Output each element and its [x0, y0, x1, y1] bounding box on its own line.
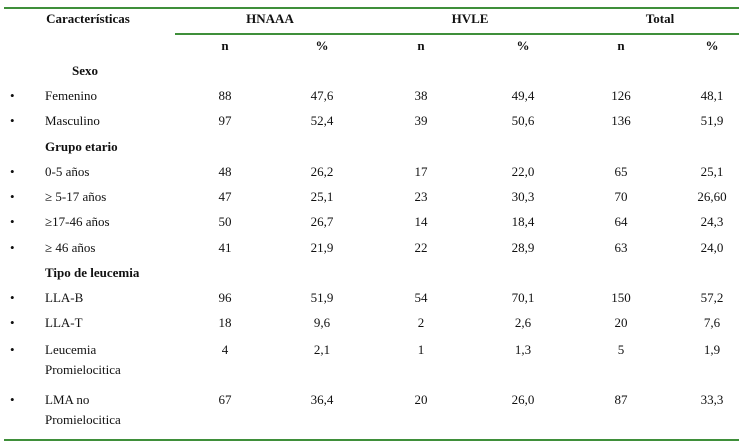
cell-value: 49,4 — [511, 88, 535, 103]
cell-value: 63 — [614, 240, 628, 255]
cell-value: 1,3 — [514, 342, 532, 357]
cell-value: 24,3 — [700, 214, 724, 229]
row-label: ≥ 5-17 años — [45, 189, 107, 204]
bullet: • — [10, 113, 15, 128]
header-sub: n — [617, 38, 625, 53]
section-label: Sexo — [72, 63, 98, 78]
cell-value: 30,3 — [511, 189, 535, 204]
cell-value: 36,4 — [310, 392, 334, 407]
row-label: LLA-T — [45, 315, 83, 330]
cell-value: 18 — [218, 315, 232, 330]
section-label: Tipo de leucemia — [45, 265, 140, 280]
cell-value: 70 — [614, 189, 628, 204]
cell-value: 26,7 — [310, 214, 334, 229]
cell-value: 88 — [218, 88, 232, 103]
cell-value: 65 — [614, 164, 628, 179]
cell-value: 51,9 — [310, 290, 334, 305]
cell-value: 17 — [414, 164, 428, 179]
header-sub: n — [417, 38, 425, 53]
section-label: Grupo etario — [45, 139, 118, 154]
cell-value: 67 — [218, 392, 232, 407]
cell-value: 38 — [414, 88, 428, 103]
header-sub: % — [516, 38, 530, 53]
bullet: • — [10, 290, 15, 305]
cell-value: 47 — [218, 189, 232, 204]
cell-value: 25,1 — [700, 164, 724, 179]
cell-value: 70,1 — [511, 290, 535, 305]
bullet: • — [10, 214, 15, 229]
cell-value: 26,0 — [511, 392, 535, 407]
bottom-rule — [4, 439, 739, 441]
cell-value: 41 — [218, 240, 232, 255]
row-label: Masculino — [45, 113, 100, 128]
row-label: ≥ 46 años — [45, 240, 96, 255]
row-label: Promielocitica — [45, 412, 121, 427]
cell-value: 87 — [614, 392, 628, 407]
cell-value: 48,1 — [700, 88, 724, 103]
cell-value: 23 — [414, 189, 428, 204]
cell-value: 150 — [611, 290, 631, 305]
cell-value: 22 — [414, 240, 428, 255]
cell-value: 50,6 — [511, 113, 535, 128]
cell-value: 26,60 — [697, 189, 727, 204]
cell-value: 52,4 — [310, 113, 334, 128]
cell-value: 5 — [617, 342, 625, 357]
header-sub: % — [315, 38, 329, 53]
cell-value: 20 — [614, 315, 628, 330]
cell-value: 2,6 — [514, 315, 532, 330]
cell-value: 96 — [218, 290, 232, 305]
bullet: • — [10, 189, 15, 204]
cell-value: 33,3 — [700, 392, 724, 407]
header-characteristics: Características — [46, 11, 130, 26]
cell-value: 126 — [611, 88, 631, 103]
cell-value: 18,4 — [511, 214, 535, 229]
cell-value: 14 — [414, 214, 428, 229]
cell-value: 20 — [414, 392, 428, 407]
cell-value: 2 — [417, 315, 425, 330]
header-sub: % — [705, 38, 719, 53]
cell-value: 25,1 — [310, 189, 334, 204]
cell-value: 54 — [414, 290, 428, 305]
row-label: LMA no — [45, 392, 90, 407]
cell-value: 39 — [414, 113, 428, 128]
bullet: • — [10, 315, 15, 330]
cell-value: 48 — [218, 164, 232, 179]
cell-value: 51,9 — [700, 113, 724, 128]
bullet: • — [10, 164, 15, 179]
header-group: Total — [645, 11, 675, 26]
cell-value: 2,1 — [313, 342, 331, 357]
top-rule — [4, 7, 739, 9]
subheader-rule — [175, 33, 739, 35]
cell-value: 4 — [221, 342, 229, 357]
cell-value: 24,0 — [700, 240, 724, 255]
cell-value: 97 — [218, 113, 232, 128]
header-sub: n — [221, 38, 229, 53]
cell-value: 28,9 — [511, 240, 535, 255]
bullet: • — [10, 342, 15, 357]
cell-value: 136 — [611, 113, 631, 128]
cell-value: 1 — [417, 342, 425, 357]
row-label: Leucemia — [45, 342, 97, 357]
bullet: • — [10, 240, 15, 255]
cell-value: 26,2 — [310, 164, 334, 179]
header-group: HNAAA — [246, 11, 294, 26]
cell-value: 64 — [614, 214, 628, 229]
bullet: • — [10, 392, 15, 407]
cell-value: 57,2 — [700, 290, 724, 305]
cell-value: 21,9 — [310, 240, 334, 255]
header-group: HVLE — [451, 11, 489, 26]
bullet: • — [10, 88, 15, 103]
row-label: LLA-B — [45, 290, 84, 305]
cell-value: 50 — [218, 214, 232, 229]
row-label: ≥17-46 años — [45, 214, 110, 229]
row-label: Femenino — [45, 88, 97, 103]
cell-value: 9,6 — [313, 315, 331, 330]
cell-value: 47,6 — [310, 88, 334, 103]
cell-value: 22,0 — [511, 164, 535, 179]
cell-value: 7,6 — [703, 315, 721, 330]
row-label: 0-5 años — [45, 164, 90, 179]
cell-value: 1,9 — [703, 342, 721, 357]
row-label: Promielocitica — [45, 362, 121, 377]
